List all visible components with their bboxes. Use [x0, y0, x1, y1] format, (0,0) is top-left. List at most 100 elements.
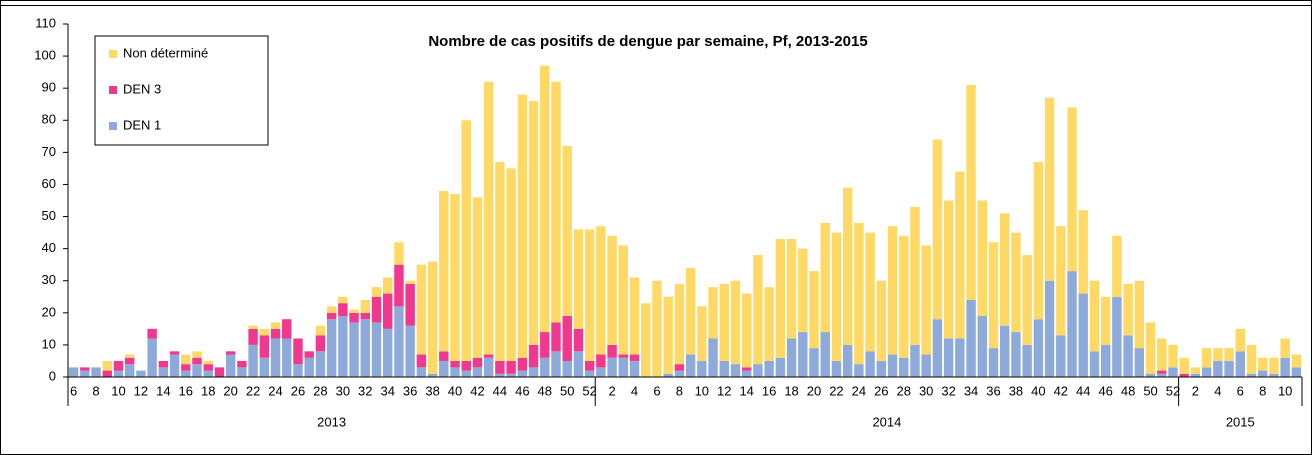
- x-tick-label: 8: [1259, 383, 1266, 398]
- bar-segment: [416, 367, 427, 377]
- bar-segment: [282, 338, 292, 377]
- bar-segment: [708, 287, 718, 339]
- bar-segment: [798, 332, 808, 377]
- bar-segment: [394, 264, 404, 307]
- y-tick-label: 70: [42, 144, 56, 159]
- bar-segment: [562, 316, 572, 361]
- bar-segment: [932, 319, 943, 377]
- bar-segment: [697, 306, 707, 361]
- bar-segment: [1157, 338, 1167, 371]
- bar-segment: [1291, 367, 1302, 377]
- bar-segment: [1044, 280, 1055, 377]
- bar-segment: [1067, 271, 1077, 377]
- x-tick-label: 10: [695, 383, 709, 398]
- bar-segment: [495, 373, 505, 377]
- bar-segment: [405, 280, 415, 284]
- legend-label: Non déterminé: [123, 45, 208, 60]
- x-tick-label: 8: [92, 383, 99, 398]
- bar-segment: [506, 360, 516, 374]
- bar-segment: [1258, 370, 1268, 377]
- x-tick-label: 2: [1192, 383, 1199, 398]
- x-tick-label: 42: [1054, 383, 1068, 398]
- bar-segment: [248, 344, 258, 377]
- bar-segment: [416, 354, 427, 368]
- bar-segment: [786, 338, 797, 377]
- bar-segment: [1100, 344, 1111, 377]
- chart-title: Nombre de cas positifs de dengue par sem…: [428, 33, 867, 50]
- bar-segment: [809, 348, 819, 377]
- bar-segment: [225, 354, 236, 377]
- bar-segment: [259, 335, 270, 358]
- bar-segment: [1246, 344, 1257, 374]
- bar-segment: [349, 322, 359, 377]
- group-label: 2015: [1226, 414, 1255, 429]
- bar-segment: [551, 322, 561, 352]
- bar-segment: [652, 280, 662, 377]
- bar-segment: [80, 367, 90, 371]
- bar-segment: [842, 187, 853, 345]
- bar-segment: [1235, 351, 1246, 377]
- bar-segment: [495, 161, 505, 361]
- bar-segment: [248, 328, 258, 345]
- x-tick-label: 14: [739, 383, 753, 398]
- bar-segment: [1033, 319, 1044, 377]
- bar-segment: [910, 344, 920, 377]
- bar-segment: [607, 235, 617, 345]
- x-tick-label: 24: [268, 383, 282, 398]
- x-tick-label: 32: [358, 383, 372, 398]
- bar-segment: [360, 319, 370, 377]
- bar-segment: [1280, 357, 1290, 377]
- x-tick-label: 18: [784, 383, 798, 398]
- bar-segment: [977, 316, 987, 377]
- x-tick-label: 20: [223, 383, 237, 398]
- bar-segment: [1044, 97, 1055, 281]
- bar-segment: [899, 357, 909, 377]
- bar-segment: [854, 364, 864, 377]
- bar-segment: [326, 306, 337, 313]
- bar-segment: [394, 306, 404, 377]
- bar-segment: [450, 360, 460, 368]
- bar-segment: [203, 364, 213, 371]
- bar-segment: [181, 370, 191, 377]
- bar-segment: [551, 81, 561, 323]
- x-tick-label: 4: [1214, 383, 1221, 398]
- group-label: 2014: [872, 414, 901, 429]
- bar-segment: [483, 357, 494, 377]
- bar-segment: [674, 364, 685, 371]
- x-tick-label: 46: [515, 383, 529, 398]
- x-tick-label: 8: [676, 383, 683, 398]
- legend-label: DEN 3: [123, 81, 161, 96]
- bar-segment: [887, 226, 898, 355]
- bar-segment: [753, 255, 763, 365]
- bar-segment: [528, 101, 539, 345]
- bar-segment: [169, 351, 180, 355]
- bar-segment: [1168, 367, 1178, 377]
- bar-segment: [674, 283, 685, 365]
- bar-segment: [876, 360, 887, 377]
- bar-segment: [1235, 328, 1246, 352]
- x-tick-label: 6: [1237, 383, 1244, 398]
- bar-segment: [506, 373, 516, 377]
- bar-segment: [1213, 360, 1223, 377]
- bar-segment: [685, 267, 696, 355]
- bar-segment: [383, 328, 393, 377]
- bar-segment: [1258, 357, 1268, 371]
- bar-segment: [293, 364, 303, 377]
- bar-segment: [124, 354, 135, 358]
- bar-segment: [629, 277, 640, 355]
- bar-segment: [1246, 373, 1257, 377]
- bar-segment: [775, 239, 786, 358]
- bar-segment: [607, 357, 617, 377]
- bar-segment: [338, 303, 348, 317]
- bar-segment: [68, 367, 79, 377]
- x-tick-label: 40: [448, 383, 462, 398]
- bar-segment: [629, 360, 640, 377]
- x-tick-label: 42: [470, 383, 484, 398]
- bar-segment: [360, 299, 370, 313]
- bar-segment: [607, 344, 617, 358]
- bar-segment: [764, 360, 774, 377]
- x-tick-label: 52: [1166, 383, 1180, 398]
- bar-segment: [786, 239, 797, 339]
